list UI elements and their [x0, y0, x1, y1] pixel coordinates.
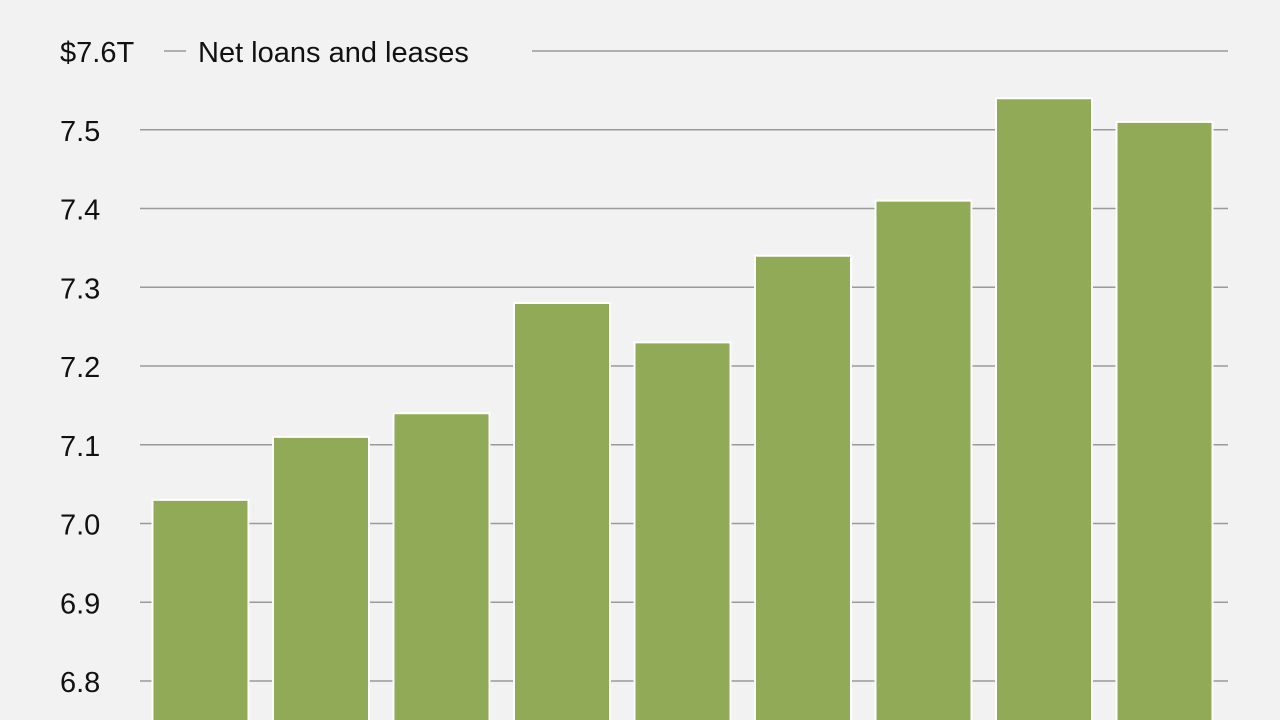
- bar: [874, 199, 973, 720]
- bar: [513, 302, 611, 720]
- bar: [151, 498, 250, 720]
- y-tick-label-top: $7.6T: [60, 37, 134, 69]
- y-tick-label: 7.0: [60, 510, 100, 542]
- bar: [1115, 120, 1214, 720]
- bar: [392, 412, 491, 720]
- bar: [754, 254, 852, 720]
- bars: [151, 97, 1214, 720]
- y-tick-label: 6.9: [60, 588, 100, 620]
- bar: [995, 97, 1093, 720]
- y-tick-label: 7.5: [60, 116, 100, 148]
- bar: [633, 341, 732, 720]
- y-tick-label: 7.3: [60, 273, 100, 305]
- y-tick-label: 7.4: [60, 195, 100, 227]
- y-tick-label: 7.2: [60, 352, 100, 384]
- y-axis: 7.5 7.4 7.3 7.2 7.1 7.0 6.9 6.8: [60, 116, 100, 699]
- bar: [272, 435, 370, 720]
- chart-title: Net loans and leases: [198, 37, 469, 69]
- y-tick-label: 7.1: [60, 431, 100, 463]
- y-tick-label: 6.8: [60, 667, 100, 699]
- title-group: $7.6T Net loans and leases: [60, 37, 469, 69]
